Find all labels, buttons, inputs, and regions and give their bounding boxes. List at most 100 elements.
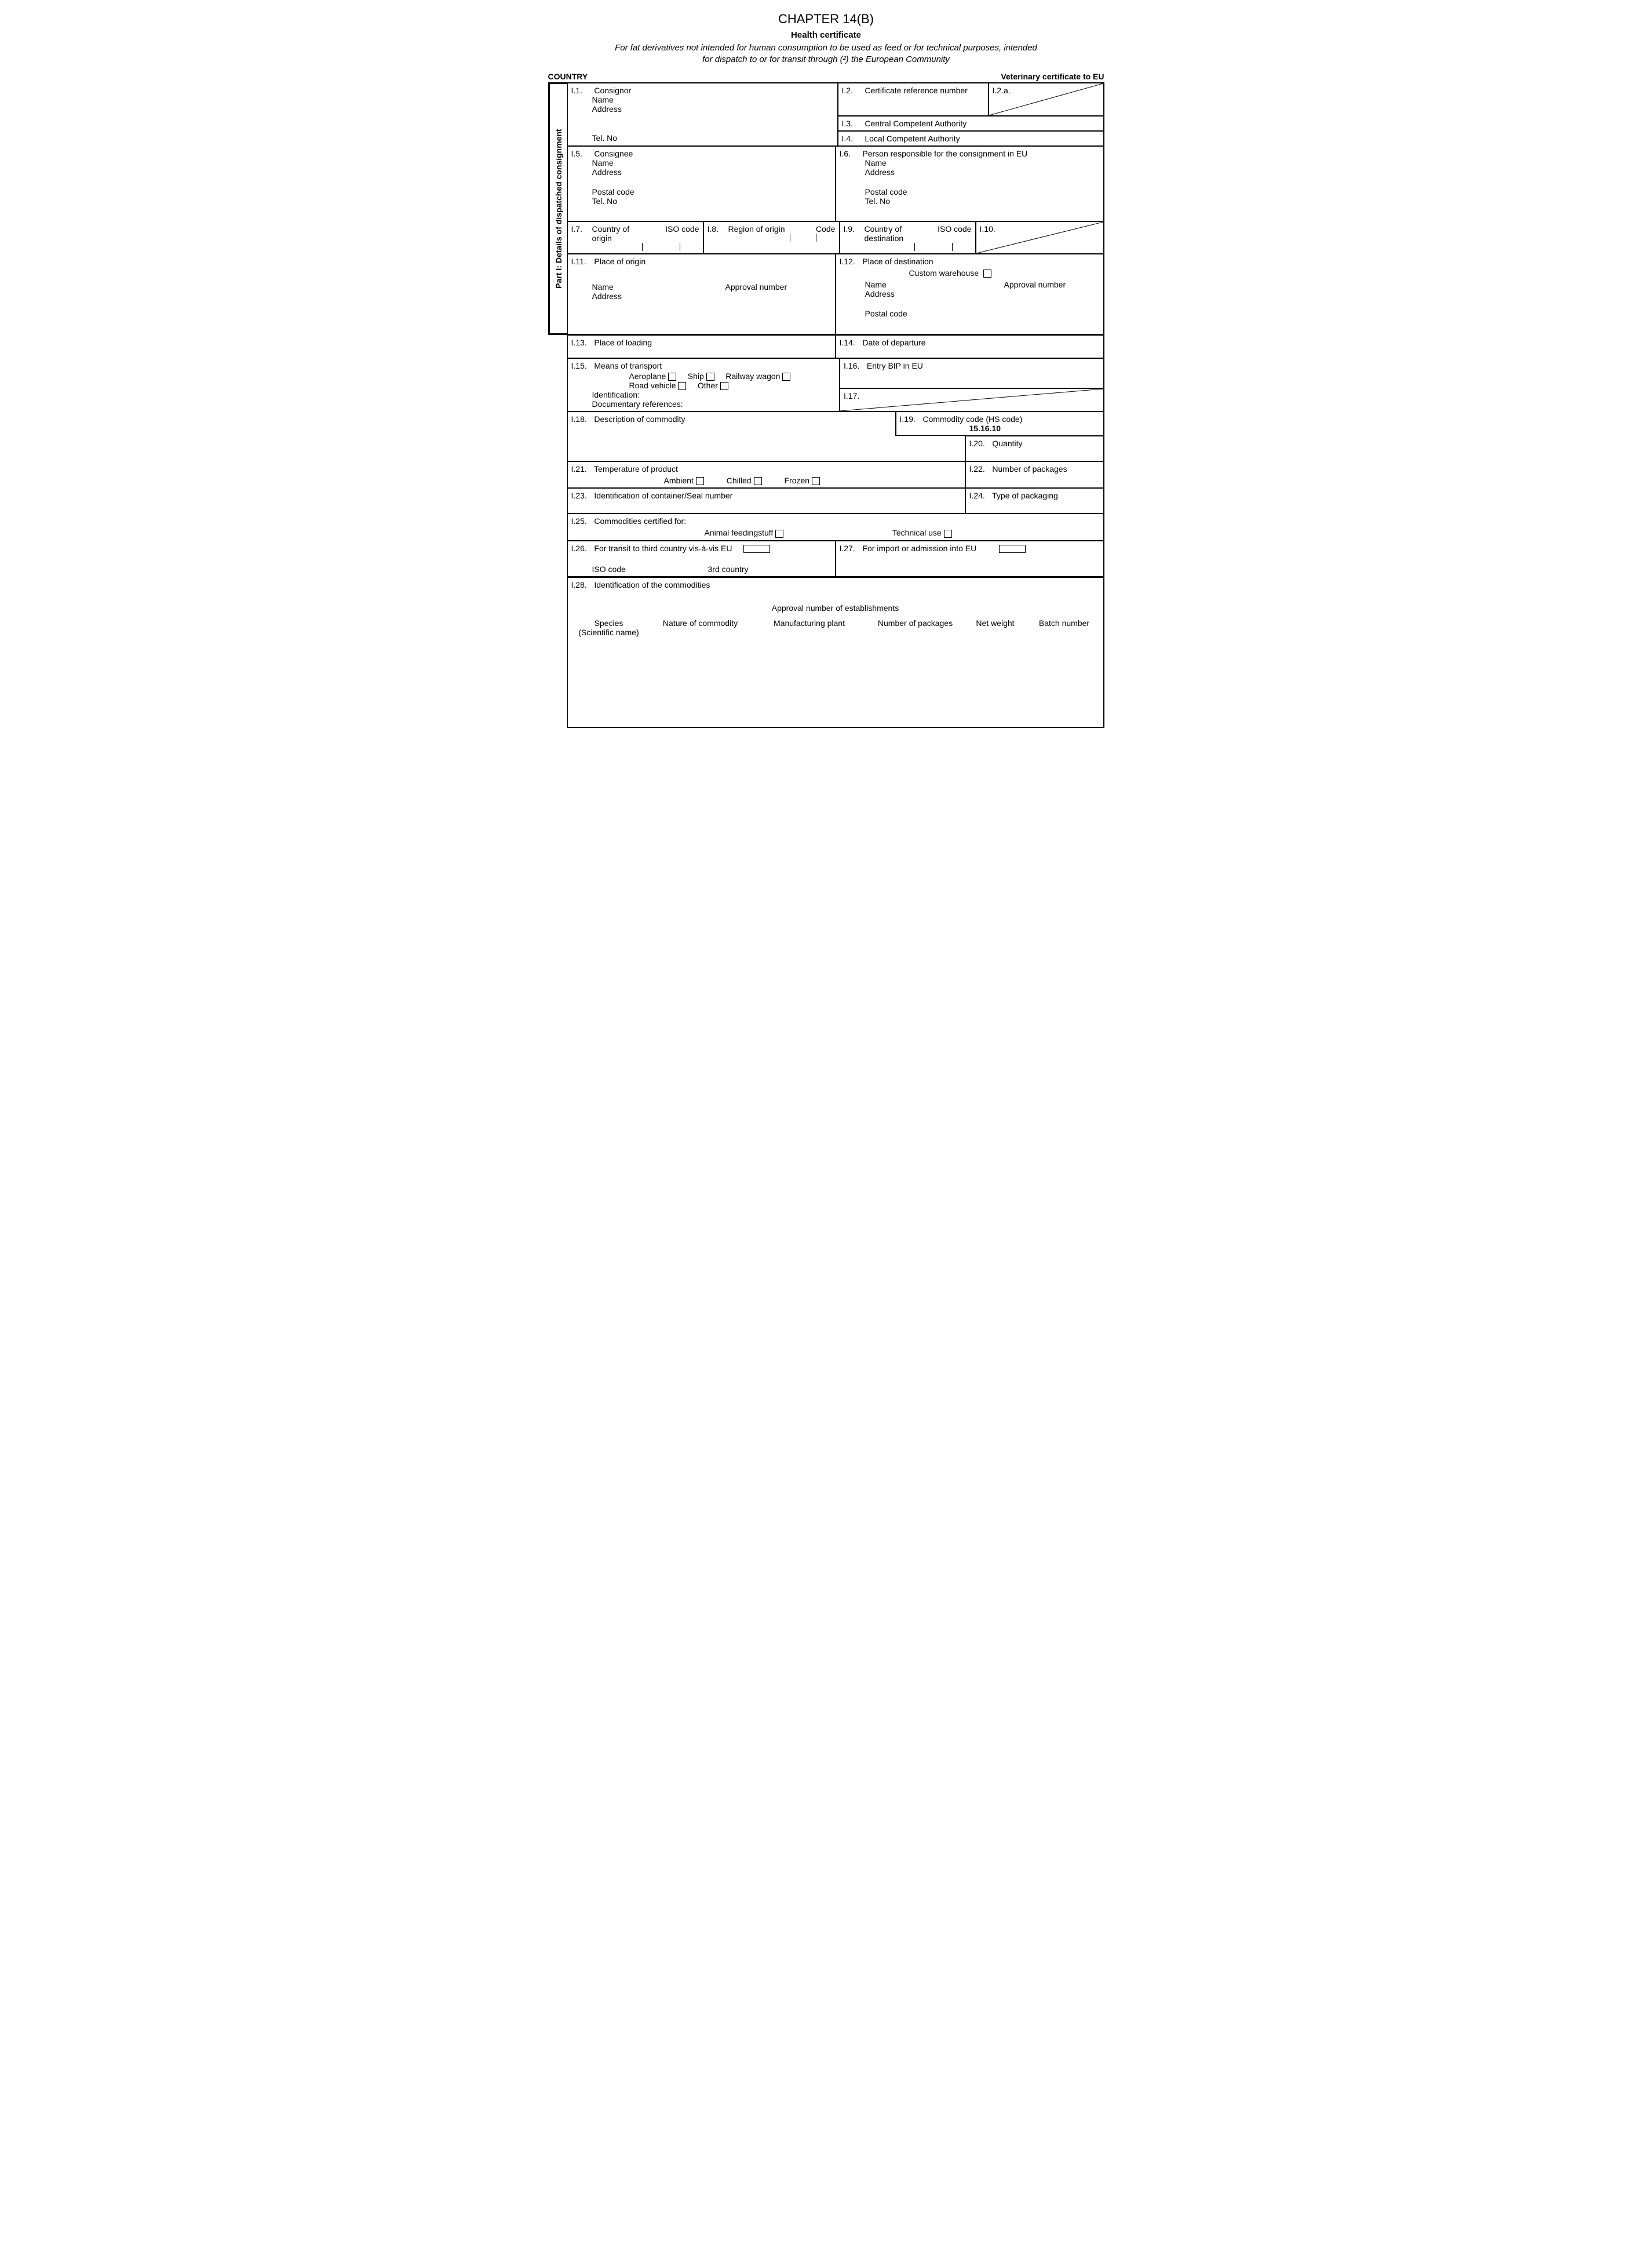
i9-iso: ISO code <box>938 224 971 243</box>
subtitle-line-2: for dispatch to or for transit through (… <box>702 54 950 64</box>
box-i12: I.12. Place of destination Custom wareho… <box>836 254 1104 335</box>
i8-code: Code <box>816 224 835 234</box>
i2-label: Certificate reference number <box>865 86 967 95</box>
rect-i27[interactable] <box>999 545 1026 553</box>
checkbox-ambient[interactable] <box>696 477 704 485</box>
i14-label: Date of departure <box>862 338 925 347</box>
i5-name: Name <box>592 158 832 168</box>
i7-label: Country of origin <box>592 224 639 243</box>
i25-tech: Technical use <box>892 528 942 537</box>
checkbox-railway[interactable] <box>782 373 790 381</box>
doc-title: Health certificate <box>548 30 1104 40</box>
i1-tel: Tel. No <box>592 133 834 143</box>
i3-num: I.3. <box>842 119 863 128</box>
i26-iso: ISO code <box>592 565 708 574</box>
i12-label: Place of destination <box>862 257 933 266</box>
box-i15: I.15. Means of transport Aeroplane Ship … <box>567 358 840 412</box>
box-i13: I.13. Place of loading <box>567 335 836 358</box>
chapter-heading: CHAPTER 14(B) <box>548 12 1104 27</box>
i2a-num: I.2.a. <box>993 86 1013 95</box>
i25-feed: Animal feedingstuff <box>705 528 774 537</box>
i26-label: For transit to third country vis-à-vis E… <box>594 544 732 553</box>
sidebar-label: Part I: Details of dispatched consignmen… <box>554 129 563 288</box>
box-i5: I.5. Consignee Name Address Postal code … <box>567 146 836 221</box>
i18-label: Description of commodity <box>594 414 685 424</box>
box-i11: I.11. Place of origin Name Approval numb… <box>567 254 836 335</box>
checkbox-other[interactable] <box>720 382 728 390</box>
top-labels: COUNTRY Veterinary certificate to EU <box>548 72 1104 81</box>
i15-ident: Identification: <box>592 390 836 399</box>
box-i26: I.26. For transit to third country vis-à… <box>567 541 836 577</box>
i28-col-batch: Batch number <box>1029 618 1100 637</box>
i15-label: Means of transport <box>594 361 662 370</box>
box-i28: I.28. Identification of the commodities … <box>567 577 1104 728</box>
i24-label: Type of packaging <box>992 491 1058 500</box>
i19-value: 15.16.10 <box>969 424 1100 433</box>
box-i25: I.25. Commodities certified for: Animal … <box>567 514 1104 540</box>
i12-appr: Approval number <box>1004 280 1066 289</box>
i23-label: Identification of container/Seal number <box>594 491 732 500</box>
checkbox-technical[interactable] <box>944 530 952 538</box>
i15-road: Road vehicle <box>629 381 676 390</box>
i18-num: I.18. <box>571 414 592 424</box>
box-i7: I.7.Country of origin ISO code <box>567 221 703 254</box>
i5-postal: Postal code <box>592 187 832 196</box>
i12-custom: Custom warehouse <box>909 268 979 278</box>
i21-frozen: Frozen <box>784 476 809 485</box>
i7-num: I.7. <box>571 224 592 234</box>
box-i27: I.27. For import or admission into EU <box>836 541 1104 577</box>
checkbox-custom-warehouse[interactable] <box>983 270 991 278</box>
checkbox-frozen[interactable] <box>812 477 820 485</box>
box-i19: I.19. Commodity code (HS code) 15.16.10 <box>896 412 1104 436</box>
box-i16: I.16. Entry BIP in EU <box>840 358 1104 389</box>
box-i1-upper: I.1. Consignor Name Address <box>567 82 838 116</box>
i6-label: Person responsible for the consignment i… <box>862 149 1027 158</box>
checkbox-feedingstuff[interactable] <box>775 530 783 538</box>
checkbox-aeroplane[interactable] <box>668 373 676 381</box>
i1-label: Consignor <box>594 86 631 95</box>
i6-postal: Postal code <box>865 187 1100 196</box>
i4-num: I.4. <box>842 134 863 143</box>
i25-label: Commodities certified for: <box>594 516 686 526</box>
box-i14: I.14. Date of departure <box>836 335 1104 358</box>
i4-label: Local Competent Authority <box>865 134 960 143</box>
i12-address: Address <box>865 289 1100 298</box>
i24-num: I.24. <box>969 491 990 500</box>
i8-num: I.8. <box>708 224 728 234</box>
sidebar: Part I: Details of dispatched consignmen… <box>550 82 567 335</box>
box-i1-mid <box>567 116 838 131</box>
checkbox-chilled[interactable] <box>754 477 762 485</box>
i22-num: I.22. <box>969 464 990 474</box>
i14-num: I.14. <box>840 338 860 347</box>
i5-tel: Tel. No <box>592 196 832 206</box>
i2-num: I.2. <box>842 86 863 95</box>
i13-num: I.13. <box>571 338 592 347</box>
i6-num: I.6. <box>840 149 860 158</box>
rect-i26[interactable] <box>743 545 770 553</box>
i6-tel: Tel. No <box>865 196 1100 206</box>
i27-label: For import or admission into EU <box>862 544 976 553</box>
i26-num: I.26. <box>571 544 592 553</box>
form-outer: Part I: Details of dispatched consignmen… <box>548 82 1104 335</box>
i8-label: Region of origin <box>728 224 785 234</box>
i15-rail: Railway wagon <box>725 372 780 381</box>
box-i8: I.8.Region of origin Code <box>703 221 840 254</box>
checkbox-road[interactable] <box>678 382 686 390</box>
i11-num: I.11. <box>571 257 592 266</box>
i21-num: I.21. <box>571 464 592 474</box>
box-i17: I.17. <box>840 388 1104 412</box>
box-i2a: I.2.a. <box>989 82 1104 116</box>
checkbox-ship[interactable] <box>706 373 714 381</box>
box-i3: I.3. Central Competent Authority <box>838 116 1104 131</box>
vet-cert-label: Veterinary certificate to EU <box>1001 72 1104 81</box>
i3-label: Central Competent Authority <box>865 119 967 128</box>
box-i24: I.24. Type of packaging <box>965 488 1104 514</box>
i12-num: I.12. <box>840 257 860 266</box>
i9-label: Country of destination <box>865 224 911 243</box>
i28-num: I.28. <box>571 580 592 589</box>
box-i6: I.6. Person responsible for the consignm… <box>836 146 1104 221</box>
i5-label: Consignee <box>594 149 633 158</box>
i1-name: Name <box>592 95 834 104</box>
i6-address: Address <box>865 168 1100 177</box>
country-label: COUNTRY <box>548 72 588 81</box>
